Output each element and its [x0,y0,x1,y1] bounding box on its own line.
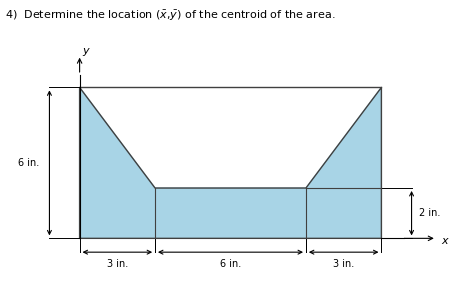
Text: 3 in.: 3 in. [106,259,128,269]
Text: y: y [83,46,89,56]
Text: x: x [441,236,448,246]
Text: 6 in.: 6 in. [220,259,241,269]
Text: 2 in.: 2 in. [419,208,441,218]
Polygon shape [80,87,381,238]
Text: 3 in.: 3 in. [333,259,355,269]
Text: 4)  Determine the location ($\bar{x}$,$\bar{y}$) of the centroid of the area.: 4) Determine the location ($\bar{x}$,$\b… [5,9,335,23]
Text: 6 in.: 6 in. [18,158,39,168]
